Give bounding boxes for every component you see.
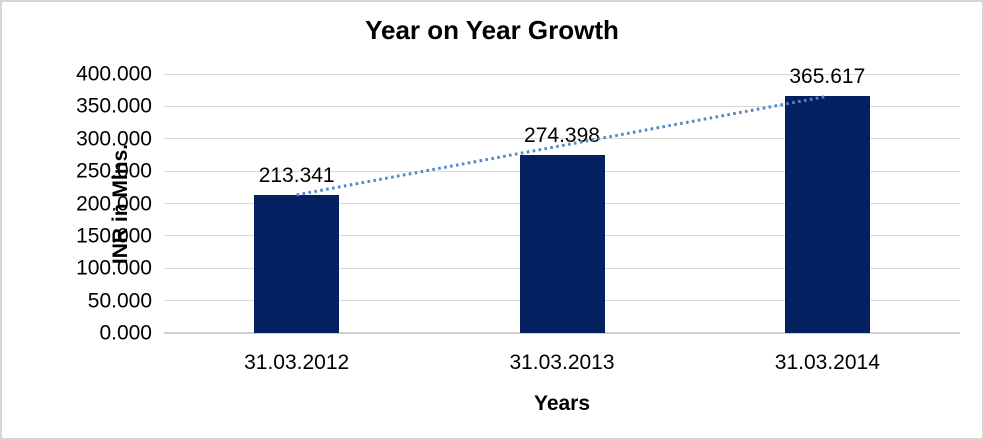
y-tick-label: 100.000 (76, 256, 152, 280)
y-tick-label: 250.000 (76, 159, 152, 183)
bar (254, 194, 340, 333)
bar-value-label: 365.617 (789, 65, 866, 89)
bar (519, 155, 605, 333)
x-axis-title: Years (533, 392, 591, 415)
gridline (164, 73, 960, 75)
x-tick-label: 31.03.2012 (244, 351, 350, 374)
y-tick-label: 400.000 (76, 62, 152, 86)
y-tick-label: 0.000 (99, 321, 152, 345)
y-tick-label: 50.000 (87, 289, 152, 313)
x-tick-label: 31.03.2014 (774, 351, 880, 374)
bar (784, 96, 870, 333)
y-tick-label: 150.000 (76, 224, 152, 248)
y-tick-label: 350.000 (76, 94, 152, 118)
bar-value-label: 213.341 (258, 163, 335, 187)
y-tick-label: 300.000 (76, 127, 152, 151)
y-tick-label: 200.000 (76, 192, 152, 215)
bar-value-label: 274.398 (524, 124, 600, 148)
x-tick-label: 31.03.2013 (509, 351, 615, 374)
x-axis-line (164, 332, 960, 334)
chart-title: Year on Year Growth (365, 15, 619, 45)
